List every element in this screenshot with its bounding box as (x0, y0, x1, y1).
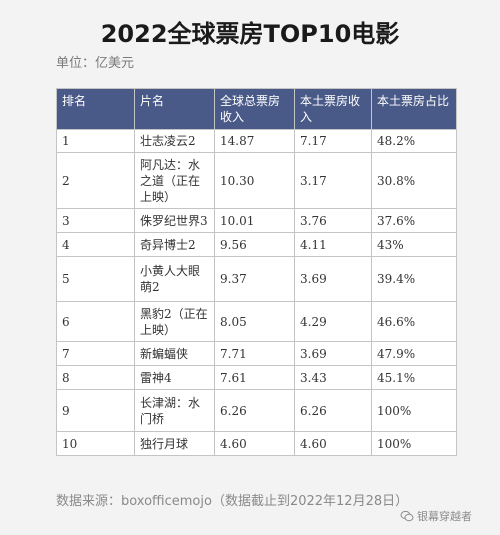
cell-domestic-gross: 3.69 (294, 256, 372, 302)
cell-film: 雷神4 (134, 365, 215, 390)
cell-domestic-gross: 4.60 (294, 431, 372, 456)
cell-domestic-share: 100% (371, 431, 457, 456)
cell-global-gross: 6.26 (214, 389, 295, 432)
table-row: 3 侏罗纪世界3 10.01 3.76 37.6% (56, 208, 457, 233)
cell-film: 黑豹2（正在上映） (134, 301, 215, 342)
cell-rank: 3 (56, 208, 135, 233)
cell-domestic-gross: 3.76 (294, 208, 372, 233)
cell-domestic-share: 43% (371, 232, 457, 257)
table-row: 2 阿凡达：水之道（正在上映） 10.30 3.17 30.8% (56, 152, 457, 209)
cell-rank: 4 (56, 232, 135, 257)
cell-domestic-share: 30.8% (371, 152, 457, 209)
cell-rank: 10 (56, 431, 135, 456)
cell-rank: 5 (56, 256, 135, 302)
cell-rank: 7 (56, 341, 135, 366)
table-header-row: 排名 片名 全球总票房收入 本土票房收入 本土票房占比 (56, 88, 457, 130)
cell-domestic-share: 45.1% (371, 365, 457, 390)
cell-global-gross: 9.37 (214, 256, 295, 302)
cell-domestic-share: 48.2% (371, 129, 457, 153)
cell-film: 侏罗纪世界3 (134, 208, 215, 233)
cell-domestic-share: 100% (371, 389, 457, 432)
cell-domestic-gross: 3.17 (294, 152, 372, 209)
cell-domestic-share: 47.9% (371, 341, 457, 366)
table-row: 9 长津湖：水门桥 6.26 6.26 100% (56, 389, 457, 432)
cell-global-gross: 9.56 (214, 232, 295, 257)
table-row: 7 新蝙蝠侠 7.71 3.69 47.9% (56, 341, 457, 366)
watermark-text: 银幕穿越者 (417, 510, 472, 523)
cell-film: 小黄人大眼萌2 (134, 256, 215, 302)
table-row: 10 独行月球 4.60 4.60 100% (56, 431, 457, 456)
cell-global-gross: 10.01 (214, 208, 295, 233)
cell-domestic-gross: 4.29 (294, 301, 372, 342)
cell-domestic-gross: 3.69 (294, 341, 372, 366)
cell-domestic-gross: 4.11 (294, 232, 372, 257)
cell-rank: 8 (56, 365, 135, 390)
cell-film: 壮志凌云2 (134, 129, 215, 153)
cell-global-gross: 14.87 (214, 129, 295, 153)
cell-domestic-share: 37.6% (371, 208, 457, 233)
header-film: 片名 (134, 88, 215, 130)
table-row: 8 雷神4 7.61 3.43 45.1% (56, 365, 457, 390)
box-office-table: 排名 片名 全球总票房收入 本土票房收入 本土票房占比 1 壮志凌云2 14.8… (56, 88, 457, 456)
cell-film: 奇异博士2 (134, 232, 215, 257)
cell-global-gross: 7.61 (214, 365, 295, 390)
wechat-icon (400, 510, 414, 522)
cell-global-gross: 10.30 (214, 152, 295, 209)
table-row: 1 壮志凌云2 14.87 7.17 48.2% (56, 129, 457, 153)
cell-rank: 6 (56, 301, 135, 342)
cell-film: 长津湖：水门桥 (134, 389, 215, 432)
cell-domestic-share: 39.4% (371, 256, 457, 302)
cell-global-gross: 7.71 (214, 341, 295, 366)
cell-film: 新蝙蝠侠 (134, 341, 215, 366)
cell-film: 独行月球 (134, 431, 215, 456)
table-row: 4 奇异博士2 9.56 4.11 43% (56, 232, 457, 257)
header-global-gross: 全球总票房收入 (214, 88, 295, 130)
cell-global-gross: 8.05 (214, 301, 295, 342)
cell-film: 阿凡达：水之道（正在上映） (134, 152, 215, 209)
table-row: 5 小黄人大眼萌2 9.37 3.69 39.4% (56, 256, 457, 302)
cell-rank: 1 (56, 129, 135, 153)
cell-domestic-share: 46.6% (371, 301, 457, 342)
data-source-note: 数据来源：boxofficemojo（数据截止到2022年12月28日） (56, 494, 409, 509)
cell-global-gross: 4.60 (214, 431, 295, 456)
cell-domestic-gross: 3.43 (294, 365, 372, 390)
cell-rank: 9 (56, 389, 135, 432)
watermark: 银幕穿越者 (400, 508, 472, 524)
cell-rank: 2 (56, 152, 135, 209)
header-domestic-share: 本土票房占比 (371, 88, 457, 130)
cell-domestic-gross: 7.17 (294, 129, 372, 153)
header-domestic-gross: 本土票房收入 (294, 88, 372, 130)
unit-label: 单位：亿美元 (56, 56, 135, 71)
table-row: 6 黑豹2（正在上映） 8.05 4.29 46.6% (56, 301, 457, 342)
cell-domestic-gross: 6.26 (294, 389, 372, 432)
page-title: 2022全球票房TOP10电影 (100, 20, 400, 48)
header-rank: 排名 (56, 88, 135, 130)
